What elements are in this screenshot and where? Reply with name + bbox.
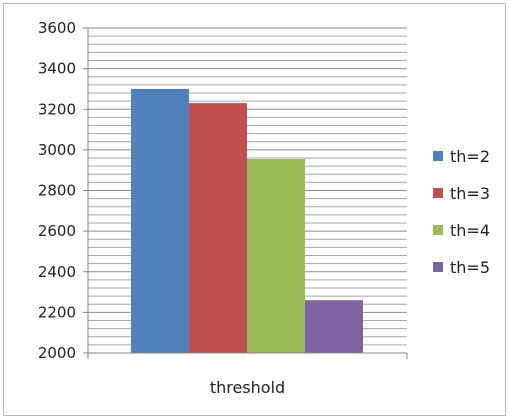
bar-th-3 (189, 103, 247, 353)
bar-th-2 (131, 88, 189, 353)
x-axis-label: threshold (210, 378, 285, 397)
legend-label: th=5 (450, 258, 490, 277)
y-tick-label: 2800 (38, 182, 76, 200)
bars (131, 88, 363, 353)
y-tick-label: 3000 (38, 141, 76, 159)
y-tick-label: 2200 (38, 303, 76, 321)
y-tick-labels: 2000 2200 2400 2600 2800 3000 3200 3400 3600 (38, 19, 76, 362)
y-tick-label: 2000 (38, 344, 76, 362)
legend: th=2 th=3 th=4 th=5 (433, 147, 490, 277)
legend-swatch (433, 188, 443, 198)
legend-label: th=4 (450, 221, 490, 240)
y-tick-label: 3600 (38, 19, 76, 37)
legend-swatch (433, 151, 443, 161)
y-tick-label: 3200 (38, 100, 76, 118)
legend-label: th=3 (450, 184, 490, 203)
y-tick-label: 3400 (38, 60, 76, 78)
y-tick-label: 2400 (38, 263, 76, 281)
legend-swatch (433, 262, 443, 272)
axes (83, 27, 408, 359)
y-tick-label: 2600 (38, 222, 76, 240)
bar-th-4 (247, 159, 305, 353)
bar-th-5 (305, 300, 363, 353)
legend-swatch (433, 225, 443, 235)
legend-label: th=2 (450, 147, 490, 166)
